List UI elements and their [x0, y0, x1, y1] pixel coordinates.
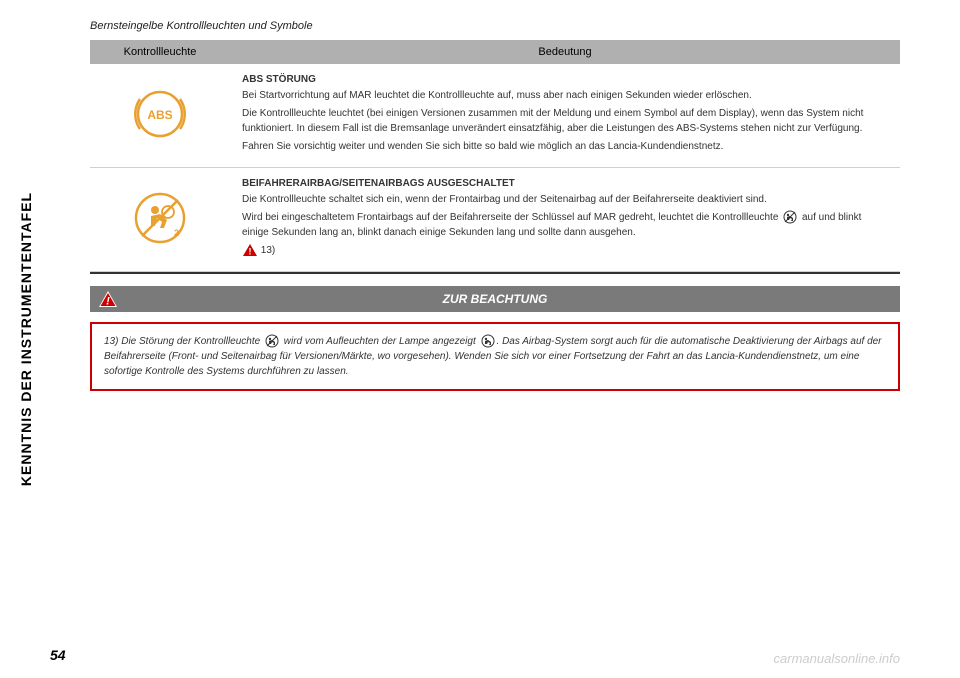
warning-triangle-icon: !	[98, 290, 118, 308]
row-description: Bei Startvorrichtung auf MAR leuchtet di…	[242, 88, 888, 154]
warning-content-box: 13) Die Störung der Kontrollleuchte wird…	[90, 322, 900, 391]
watermark: carmanualsonline.info	[774, 651, 900, 666]
row-paragraph: Fahren Sie vorsichtig weiter und wenden …	[242, 139, 888, 154]
warning-header-text: ZUR BEACHTUNG	[443, 292, 548, 306]
table-row: 2 BEIFAHRERAIRBAG/SEITENAIRBAGS AUSGESCH…	[90, 168, 900, 272]
svg-text:!: !	[249, 247, 252, 257]
page-number: 54	[50, 647, 66, 663]
icon-cell-abs: ABS	[90, 64, 230, 168]
warning-lights-table: Kontrollleuchte Bedeutung ABS ABS STÖRUN…	[90, 40, 900, 274]
description-cell: BEIFAHRERAIRBAG/SEITENAIRBAGS AUSGESCHAL…	[230, 168, 900, 272]
icon-cell-airbag: 2	[90, 168, 230, 272]
section-title-sidebar: KENNTNIS DER INSTRUMENTENTAFEL	[18, 192, 34, 486]
row-title: ABS STÖRUNG	[242, 74, 888, 85]
row-description: Die Kontrollleuchte schaltet sich ein, w…	[242, 192, 888, 258]
svg-text:ABS: ABS	[147, 108, 172, 122]
row-paragraph: Wird bei eingeschaltetem Frontairbags au…	[242, 210, 888, 240]
description-cell: ABS STÖRUNG Bei Startvorrichtung auf MAR…	[230, 64, 900, 168]
svg-text:2: 2	[174, 228, 179, 238]
page-subtitle: Bernsteingelbe Kontrollleuchten und Symb…	[90, 20, 900, 32]
row-paragraph: Die Kontrollleuchte leuchtet (bei einige…	[242, 106, 888, 136]
row-paragraph: Bei Startvorrichtung auf MAR leuchtet di…	[242, 88, 888, 103]
abs-icon: ABS	[130, 84, 190, 144]
table-header-icon: Kontrollleuchte	[90, 40, 230, 64]
airbag-off-icon: 2	[130, 188, 190, 248]
row-title: BEIFAHRERAIRBAG/SEITENAIRBAGS AUSGESCHAL…	[242, 178, 888, 189]
row-paragraph: Die Kontrollleuchte schaltet sich ein, w…	[242, 192, 888, 207]
table-header-meaning: Bedeutung	[230, 40, 900, 64]
footnote-reference: ! 13)	[242, 243, 888, 258]
warning-header-bar: ! ZUR BEACHTUNG	[90, 286, 900, 312]
warning-triangle-icon: !	[242, 243, 258, 257]
footnote-number: 13)	[261, 245, 275, 256]
table-row: ABS ABS STÖRUNG Bei Startvorrichtung auf…	[90, 64, 900, 168]
svg-text:!: !	[106, 296, 110, 308]
